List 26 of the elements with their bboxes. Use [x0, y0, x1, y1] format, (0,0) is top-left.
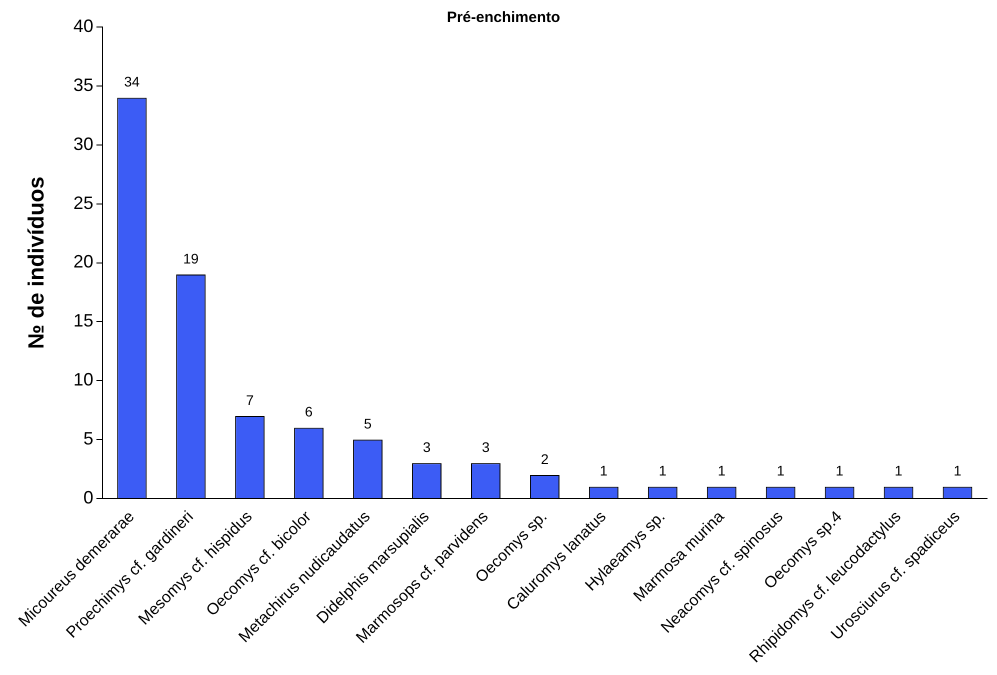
y-tick-label: 15 [73, 310, 94, 331]
data-label: 1 [776, 462, 785, 479]
y-tick-label: 30 [73, 134, 94, 154]
chart-title: Pré-enchimento [446, 9, 560, 26]
y-tick-label: 20 [73, 252, 94, 272]
data-label: 6 [304, 404, 313, 420]
y-tick-label: 25 [73, 192, 94, 213]
data-label: 2 [540, 450, 549, 467]
data-label: 1 [600, 462, 608, 479]
y-tick-label: 5 [83, 428, 94, 449]
y-tick-label: 35 [73, 74, 94, 95]
y-tick-label: 40 [73, 16, 94, 36]
data-label: 3 [482, 439, 490, 456]
data-label: 19 [183, 250, 199, 266]
data-label: 34 [124, 74, 140, 90]
data-label: 3 [422, 439, 431, 456]
data-label: 1 [836, 462, 844, 479]
y-axis-title: № de indivíduos [23, 176, 48, 349]
y-tick-label: 0 [83, 488, 94, 508]
data-label: 1 [718, 462, 726, 479]
data-label: 1 [954, 462, 962, 479]
data-label: 7 [246, 392, 254, 408]
data-label: 5 [364, 415, 372, 432]
data-label: 1 [894, 462, 903, 479]
data-label: 1 [658, 462, 667, 479]
y-tick-label: 10 [73, 370, 94, 390]
